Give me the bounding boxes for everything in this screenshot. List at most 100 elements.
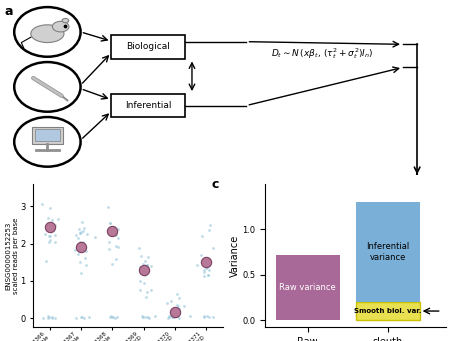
Point	[137, 278, 144, 284]
Point	[51, 233, 59, 238]
Point	[205, 262, 212, 267]
Point	[136, 264, 143, 269]
Point	[170, 307, 177, 313]
Point	[204, 273, 211, 278]
Point	[72, 232, 80, 237]
Point	[108, 315, 116, 320]
Point	[202, 260, 210, 265]
Point	[201, 268, 208, 273]
Point	[54, 216, 62, 222]
Point	[74, 235, 82, 240]
Point	[167, 298, 174, 303]
Point	[142, 263, 149, 269]
Point	[48, 218, 55, 223]
Point	[170, 315, 178, 320]
Ellipse shape	[62, 18, 69, 23]
Point	[202, 257, 210, 262]
Point	[83, 231, 91, 237]
Point	[173, 292, 181, 297]
Point	[51, 315, 58, 321]
Bar	[356, 302, 419, 320]
Point	[81, 255, 89, 261]
Point	[114, 226, 122, 232]
Point	[42, 223, 49, 228]
Point	[80, 240, 87, 245]
Bar	[356, 202, 419, 302]
Point	[209, 314, 217, 320]
Point	[105, 239, 113, 244]
Point	[112, 244, 119, 249]
Point	[39, 315, 47, 321]
Y-axis label: ENSG00000152253
scaled reads per base: ENSG00000152253 scaled reads per base	[6, 218, 19, 294]
Point	[109, 228, 116, 233]
Point	[80, 315, 88, 320]
Point	[77, 230, 85, 235]
Point	[202, 255, 210, 261]
Point	[142, 314, 149, 320]
Point	[175, 295, 183, 301]
Point	[200, 314, 208, 320]
Point	[78, 270, 85, 275]
Point	[173, 313, 181, 319]
Point	[140, 314, 147, 320]
Point	[205, 267, 212, 272]
Point	[77, 260, 84, 265]
Point	[114, 244, 122, 250]
Point	[173, 302, 181, 307]
Point	[48, 315, 55, 321]
Point	[151, 314, 159, 319]
Point	[145, 254, 152, 260]
Point	[75, 226, 83, 232]
Point	[106, 314, 113, 320]
Point	[138, 313, 146, 319]
Point	[143, 263, 150, 268]
Point	[114, 314, 121, 320]
Point	[205, 227, 212, 233]
Point	[109, 262, 116, 267]
Point	[38, 201, 46, 207]
Point	[145, 315, 153, 320]
Point	[137, 288, 144, 293]
Bar	[275, 255, 340, 320]
Point	[51, 222, 59, 227]
Point	[48, 315, 55, 320]
Point	[76, 231, 83, 236]
Point	[110, 224, 118, 230]
Point	[143, 262, 151, 267]
Text: Biological: Biological	[126, 43, 170, 51]
Point	[169, 309, 176, 314]
Point	[111, 315, 118, 321]
Point	[203, 261, 210, 267]
Point	[107, 231, 115, 236]
Point	[85, 315, 93, 320]
Point	[82, 262, 90, 267]
Point	[140, 267, 147, 272]
Point	[165, 315, 173, 320]
Point	[44, 224, 51, 229]
Point	[46, 233, 54, 239]
Point	[174, 303, 182, 309]
Point	[82, 248, 90, 254]
Ellipse shape	[31, 25, 64, 43]
Point	[171, 313, 179, 319]
Point	[50, 226, 57, 232]
Point	[45, 240, 53, 245]
Point	[145, 314, 152, 320]
Point	[139, 261, 146, 267]
Text: a: a	[5, 5, 13, 18]
Point	[46, 237, 54, 242]
Point	[170, 307, 177, 312]
Point	[41, 231, 48, 237]
Point	[49, 227, 56, 232]
Point	[141, 258, 149, 264]
Point	[108, 314, 115, 319]
Point	[42, 258, 50, 263]
Point	[168, 313, 175, 319]
Point	[165, 313, 173, 319]
Point	[78, 314, 86, 320]
Bar	[111, 94, 185, 117]
Point	[46, 224, 54, 229]
Point	[186, 313, 194, 319]
Point	[168, 314, 175, 319]
Point	[163, 300, 171, 306]
